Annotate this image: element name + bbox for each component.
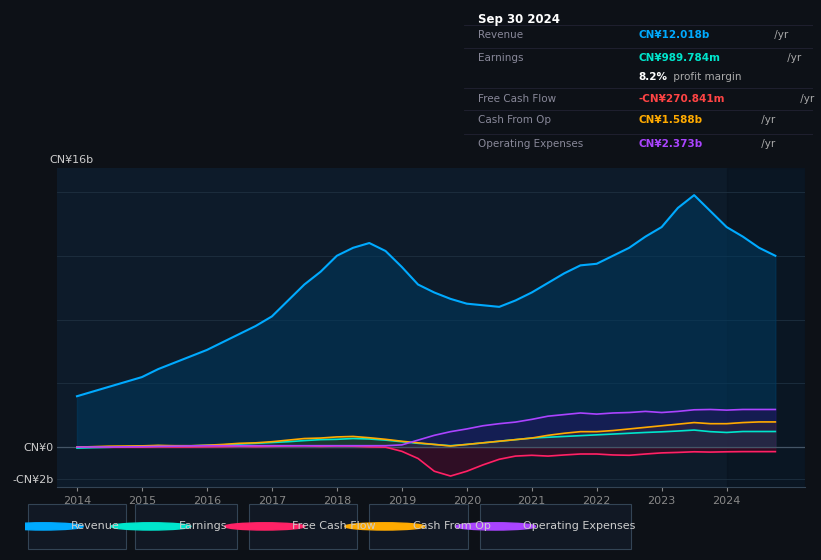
Text: Free Cash Flow: Free Cash Flow [478,94,556,104]
FancyBboxPatch shape [135,504,237,549]
Circle shape [111,523,191,530]
Text: CN¥989.784m: CN¥989.784m [639,53,720,63]
Text: Earnings: Earnings [478,53,523,63]
Text: /yr: /yr [771,30,788,40]
Text: Earnings: Earnings [179,521,227,531]
Circle shape [345,523,425,530]
Text: CN¥1.588b: CN¥1.588b [639,115,703,125]
Circle shape [3,523,83,530]
Circle shape [225,523,305,530]
Text: 8.2%: 8.2% [639,72,667,82]
Text: Revenue: Revenue [478,30,523,40]
Text: /yr: /yr [758,115,775,125]
Text: Operating Expenses: Operating Expenses [524,521,635,531]
Bar [727,168,805,487]
Text: CN¥12.018b: CN¥12.018b [639,30,709,40]
Text: Revenue: Revenue [71,521,120,531]
Circle shape [456,523,536,530]
Text: /yr: /yr [784,53,801,63]
Text: Operating Expenses: Operating Expenses [478,139,583,149]
FancyBboxPatch shape [28,504,126,549]
Text: profit margin: profit margin [670,72,741,82]
Text: CN¥2.373b: CN¥2.373b [639,139,703,149]
Text: Sep 30 2024: Sep 30 2024 [478,13,560,26]
FancyBboxPatch shape [480,504,631,549]
Text: Cash From Op: Cash From Op [413,521,490,531]
Text: Cash From Op: Cash From Op [478,115,551,125]
Text: Free Cash Flow: Free Cash Flow [292,521,376,531]
Text: /yr: /yr [758,139,775,149]
Text: CN¥16b: CN¥16b [49,155,94,165]
Text: -CN¥270.841m: -CN¥270.841m [639,94,725,104]
FancyBboxPatch shape [250,504,357,549]
FancyBboxPatch shape [369,504,468,549]
Text: /yr: /yr [797,94,814,104]
